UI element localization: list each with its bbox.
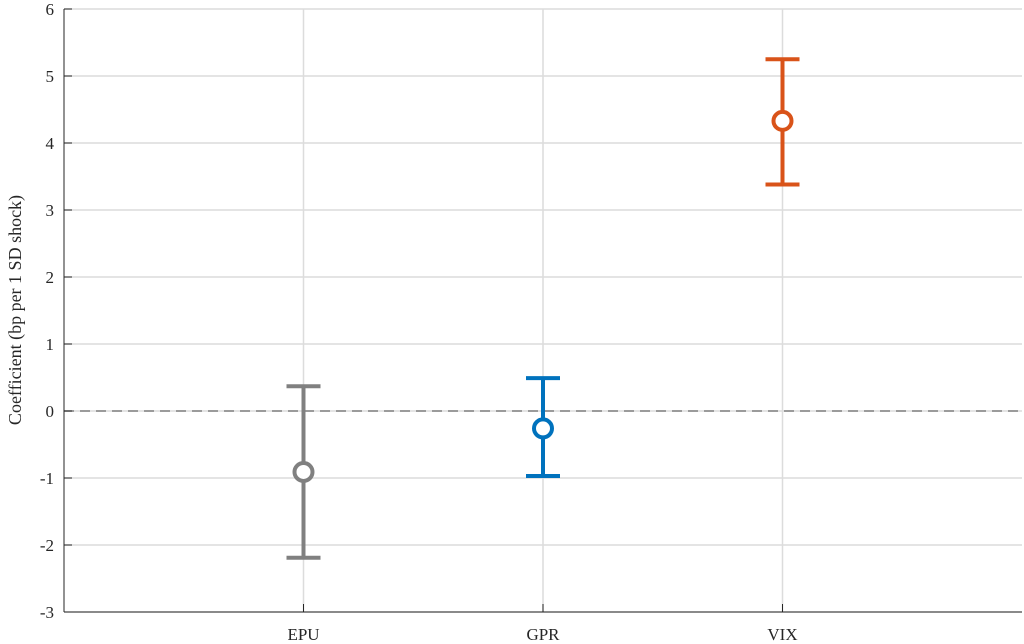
x-tick-labels: EPU GPR VIX <box>287 625 797 644</box>
axes <box>63 8 1022 613</box>
point-estimate-marker <box>292 460 315 483</box>
errorbar-gpr <box>526 376 560 478</box>
y-tick-label: -3 <box>40 603 54 622</box>
y-tick-labels: -3 -2 -1 0 1 2 3 4 5 6 <box>40 0 55 622</box>
y-tick-label: 1 <box>46 335 55 354</box>
y-tick-label: 6 <box>46 0 55 19</box>
y-tick-label: -1 <box>40 469 54 488</box>
errorbar-epu <box>286 384 321 560</box>
data-marks <box>286 57 800 560</box>
y-tick-label: 2 <box>46 268 55 287</box>
x-tick-label: GPR <box>526 625 560 644</box>
y-tick-label: 5 <box>46 67 55 86</box>
point-estimate-marker <box>532 417 554 440</box>
y-tick-label: -2 <box>40 536 54 555</box>
grid <box>64 8 1022 613</box>
errorbar-vix <box>765 57 800 187</box>
y-tick-label: 3 <box>46 201 55 220</box>
y-tick-label: 0 <box>46 402 55 421</box>
y-tick-label: 4 <box>46 134 55 153</box>
x-tick-label: VIX <box>767 625 797 644</box>
y-axis-label: Coefficient (bp per 1 SD shock) <box>5 195 26 425</box>
point-estimate-marker <box>771 109 794 132</box>
x-tick-label: EPU <box>287 625 319 644</box>
